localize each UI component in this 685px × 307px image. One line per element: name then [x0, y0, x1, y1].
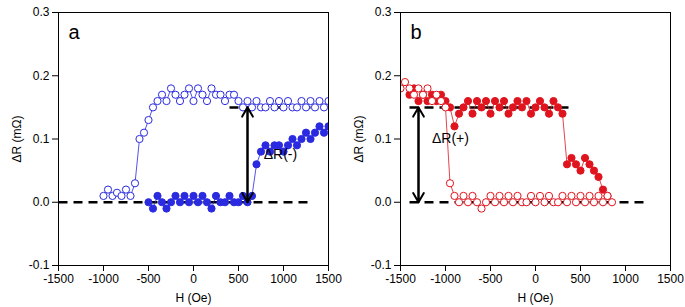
- svg-text:1000: 1000: [270, 272, 297, 286]
- svg-text:H (Oe): H (Oe): [176, 291, 212, 305]
- svg-text:500: 500: [570, 272, 590, 286]
- svg-text:-0.1: -0.1: [371, 258, 392, 272]
- svg-text:0.0: 0.0: [33, 195, 50, 209]
- svg-text:1500: 1500: [657, 272, 684, 286]
- svg-text:ΔR (mΩ): ΔR (mΩ): [10, 116, 24, 163]
- svg-text:1000: 1000: [612, 272, 639, 286]
- svg-text:1500: 1500: [315, 272, 342, 286]
- svg-text:500: 500: [228, 272, 248, 286]
- svg-text:0.1: 0.1: [33, 132, 50, 146]
- svg-text:-1000: -1000: [430, 272, 461, 286]
- svg-text:0.3: 0.3: [33, 5, 50, 19]
- svg-text:-1000: -1000: [88, 272, 119, 286]
- svg-text:-1500: -1500: [385, 272, 416, 286]
- svg-text:ΔR(-): ΔR(-): [264, 146, 297, 162]
- svg-text:0.3: 0.3: [375, 5, 392, 19]
- svg-text:0.2: 0.2: [33, 69, 50, 83]
- svg-text:b: b: [411, 21, 422, 43]
- svg-text:-0.1: -0.1: [29, 258, 50, 272]
- svg-text:ΔR(+): ΔR(+): [432, 130, 469, 146]
- svg-text:H (Oe): H (Oe): [518, 291, 554, 305]
- svg-text:0: 0: [190, 272, 197, 286]
- svg-text:a: a: [69, 21, 81, 43]
- svg-text:0: 0: [532, 272, 539, 286]
- svg-text:ΔR (mΩ): ΔR (mΩ): [352, 116, 366, 163]
- svg-text:0.0: 0.0: [375, 195, 392, 209]
- svg-text:-500: -500: [478, 272, 502, 286]
- svg-text:0.1: 0.1: [375, 132, 392, 146]
- svg-text:-1500: -1500: [43, 272, 74, 286]
- svg-text:-500: -500: [136, 272, 160, 286]
- svg-text:0.2: 0.2: [375, 69, 392, 83]
